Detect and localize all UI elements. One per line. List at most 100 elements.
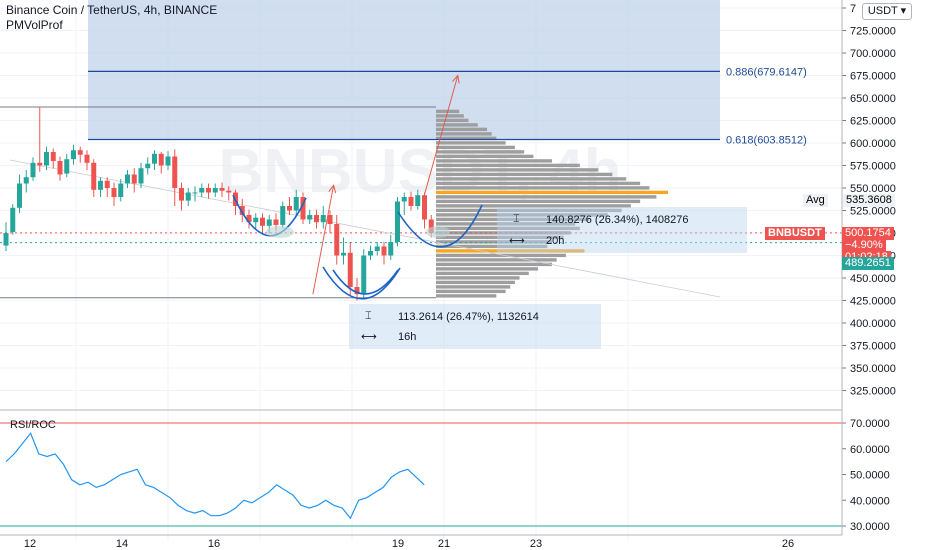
- volume-bar: [436, 240, 552, 244]
- candle-body: [64, 159, 70, 174]
- candle-body: [341, 252, 346, 256]
- candle-body: [172, 156, 178, 188]
- volume-profile: [436, 109, 668, 298]
- candle-body: [17, 183, 22, 208]
- volume-bar: [436, 118, 469, 123]
- cup-curve: [397, 204, 483, 248]
- candle-body: [219, 188, 225, 191]
- volume-bar: [436, 235, 564, 240]
- target-zone: [88, 0, 720, 140]
- price-tick-label: 325.0000: [850, 386, 896, 398]
- fib-levels[interactable]: 0.886(679.6147) 0.618(603.8512): [88, 66, 807, 147]
- candle-body: [300, 197, 306, 220]
- candle-body: [84, 154, 90, 163]
- time-tick-label: 12: [24, 538, 36, 550]
- candle-body: [246, 215, 252, 223]
- volume-bar: [436, 181, 641, 186]
- volume-bar: [436, 136, 497, 141]
- volume-bar: [436, 127, 488, 132]
- volume-bar: [436, 204, 631, 208]
- time-tick-label: 21: [438, 538, 450, 550]
- pattern-curves[interactable]: [232, 194, 483, 300]
- avg-label: Avg: [803, 194, 828, 207]
- candle-body: [320, 215, 326, 223]
- projection-arrows[interactable]: [312, 74, 460, 295]
- measure-lower-price-icon: ⌶: [365, 310, 372, 322]
- volume-bar: [436, 123, 478, 127]
- candle-body: [422, 195, 427, 220]
- candle-body: [347, 252, 353, 287]
- chart-title: Binance Coin / TetherUS, 4h, BINANCE: [6, 3, 218, 17]
- price-tick-label: 525.0000: [850, 206, 896, 218]
- rsi-tick-label: 60.0000: [850, 444, 890, 456]
- price-tick-label: 675.0000: [850, 71, 896, 83]
- candle-body: [408, 197, 414, 206]
- volume-bar: [436, 289, 506, 294]
- measure-upper-price: 140.8276 (26.34%), 1408276: [546, 214, 689, 226]
- volume-bar: [436, 253, 566, 258]
- avg-value: 535.3608: [843, 194, 895, 207]
- candle-body: [125, 174, 130, 184]
- symbol-tag[interactable]: BNBUSDT: [765, 227, 825, 240]
- rsi-panel[interactable]: 70.0000 60.0000 50.0000 40.0000 30.0000: [0, 418, 890, 533]
- candle-body: [239, 206, 245, 215]
- candles[interactable]: [3, 107, 434, 301]
- volume-bar: [436, 226, 580, 231]
- volume-bar: [436, 168, 599, 172]
- measure-upper-price-icon: ⌶: [513, 213, 520, 225]
- candle-body: [212, 188, 218, 193]
- chevron-down-icon: ▾: [900, 5, 907, 17]
- price-tick-label: 625.0000: [850, 116, 896, 128]
- price-tick-label: 700.0000: [850, 48, 896, 60]
- price-tick-label: 450.0000: [850, 273, 896, 285]
- volume-bar: [436, 222, 576, 226]
- candle-body: [307, 215, 313, 220]
- price-tick-label: 375.0000: [850, 341, 896, 353]
- candle-body: [131, 174, 137, 184]
- measure-box-lower[interactable]: [349, 304, 601, 349]
- volume-bar: [436, 231, 571, 235]
- rsi-label[interactable]: RSI/ROC: [10, 419, 56, 431]
- currency-button[interactable]: USDT ▾: [862, 3, 912, 20]
- price-tick-label: 550.0000: [850, 183, 896, 195]
- candle-body: [388, 242, 394, 256]
- volume-bar: [436, 163, 580, 168]
- candle-body: [334, 224, 340, 256]
- measure-box-upper[interactable]: [497, 207, 747, 253]
- candle-body: [91, 162, 97, 190]
- candle-body: [158, 153, 164, 166]
- arrow-head: [452, 74, 460, 84]
- candle-body: [354, 287, 360, 295]
- candle-body: [395, 201, 400, 242]
- candle-body: [57, 161, 63, 175]
- indicator-label[interactable]: PMVolProf: [6, 18, 63, 32]
- candle-body: [152, 153, 157, 164]
- volume-bar: [436, 145, 515, 150]
- price-tick-label: 7: [850, 3, 856, 15]
- marker-ellipse: [266, 226, 294, 238]
- candle-body: [260, 217, 265, 226]
- candle-body: [118, 183, 124, 197]
- candle-body: [192, 192, 198, 194]
- volume-bar: [436, 267, 539, 271]
- volume-bar: [436, 249, 585, 253]
- price-tick-label: 600.0000: [850, 138, 896, 150]
- volume-bar: [436, 262, 552, 267]
- volume-bar: [436, 132, 492, 136]
- candle-body: [138, 168, 144, 184]
- candle-body: [165, 156, 171, 166]
- measure-upper-time: 20h: [546, 235, 565, 247]
- volume-bar: [436, 208, 622, 213]
- last-price-tag: 500.1754: [842, 227, 894, 240]
- candle-body: [428, 219, 434, 233]
- volume-bar: [436, 199, 641, 204]
- candle-body: [374, 246, 380, 251]
- candle-body: [145, 163, 151, 169]
- candle-body: [179, 188, 184, 201]
- candle-body: [327, 215, 333, 224]
- volume-bar: [436, 172, 613, 177]
- volume-bar: [436, 244, 548, 249]
- volume-bar: [436, 280, 515, 285]
- rsi-tick-label: 70.0000: [850, 418, 890, 430]
